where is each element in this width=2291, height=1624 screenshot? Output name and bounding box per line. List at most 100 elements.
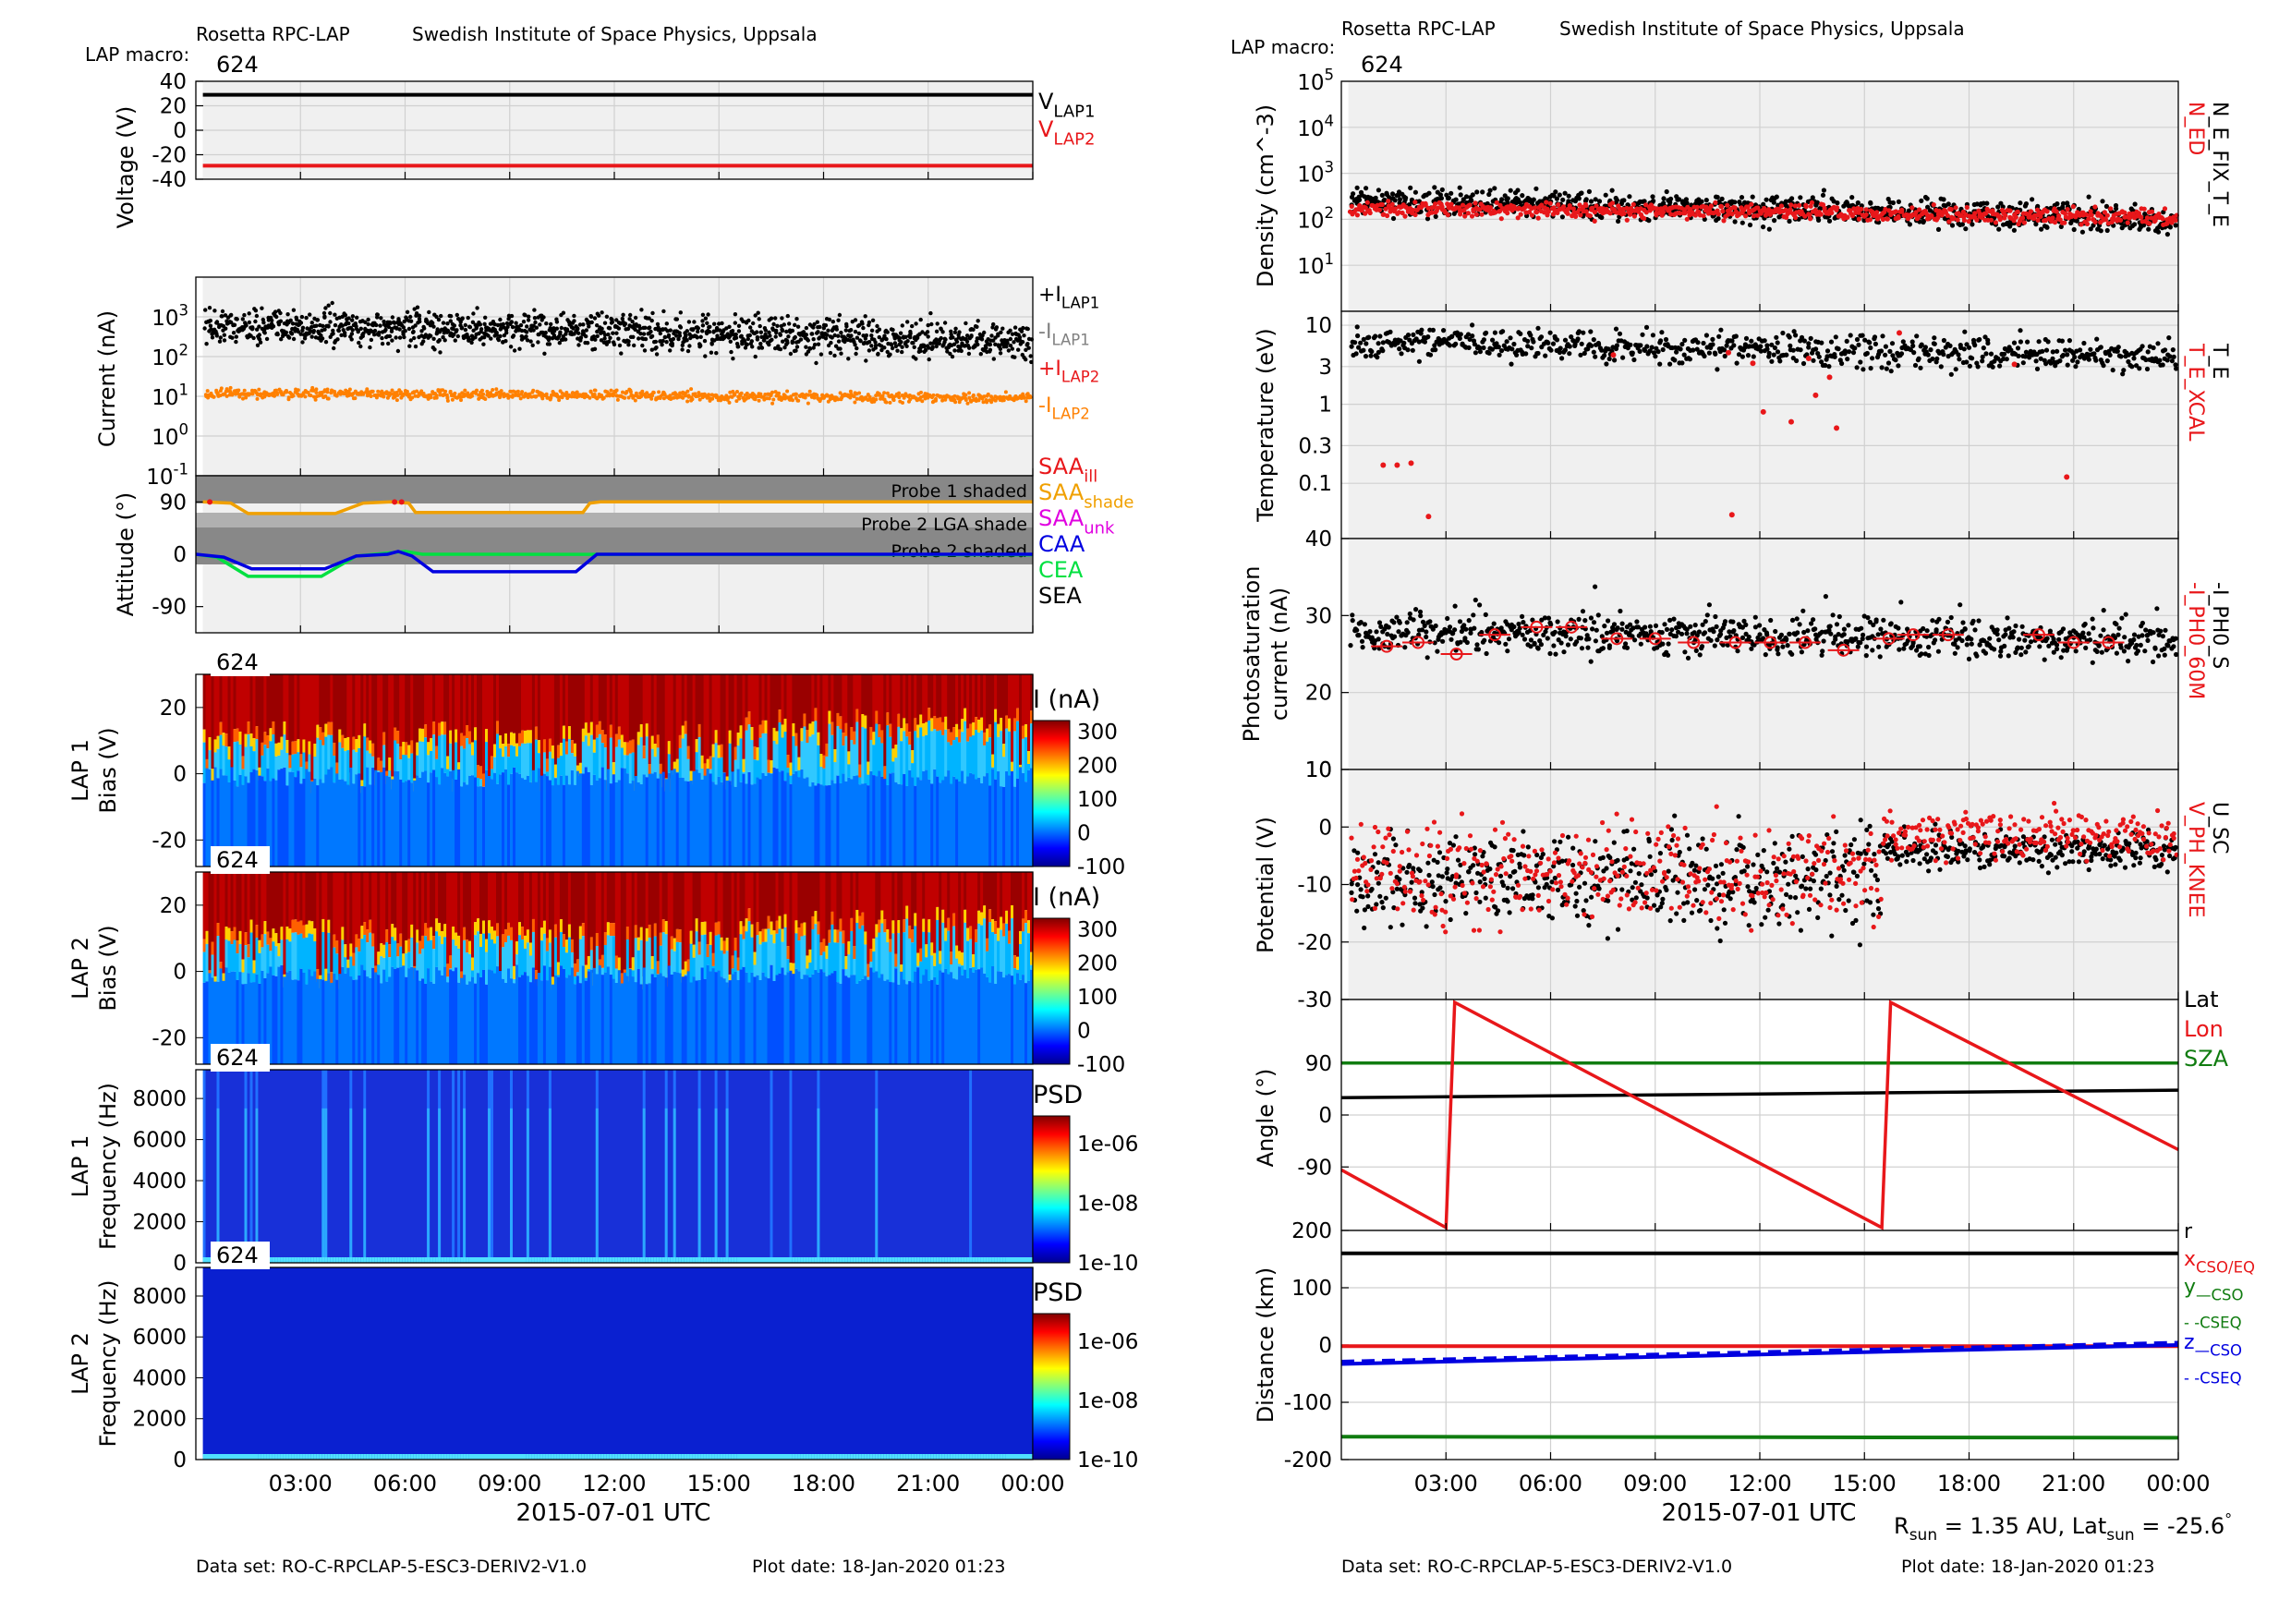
current-ilap1-point: [839, 352, 842, 356]
current-ilap1-point: [835, 327, 839, 331]
lap1-sweep-ylabel1: Bias (V): [95, 727, 121, 813]
current-ilap1-point: [873, 340, 877, 344]
current-ilap1-point: [729, 340, 733, 344]
current-ilap1-point: [914, 357, 917, 360]
current-ilap1-point: [767, 331, 770, 334]
current-ilap1-point: [697, 326, 700, 330]
current-ilap1-point: [212, 309, 216, 312]
current-ilap1-point: [544, 321, 548, 325]
current-ilap1-point: [650, 311, 654, 315]
current-ilap1-point: [899, 340, 903, 344]
current-ilap1-point: [303, 336, 307, 340]
current-ilap1-point: [836, 334, 840, 338]
current-ilap1-point: [826, 329, 830, 333]
current-ytick-label-base: 10: [152, 426, 178, 450]
current-ilap1-point: [408, 315, 412, 319]
current-ilap2-point: [889, 401, 892, 405]
attitude-shade-label-1: Probe 2 LGA shade: [861, 515, 1027, 535]
current-ilap1-point: [1018, 335, 1022, 339]
current-ilap1-point: [864, 358, 867, 362]
current-ilap2-point: [689, 387, 693, 391]
current-ilap1-point: [1025, 342, 1029, 345]
attitude-legend-4-main: CEA: [1038, 557, 1084, 583]
current-legend-0-main: +I: [1038, 284, 1061, 307]
current-ilap1-point: [259, 341, 262, 345]
current-ilap1-point: [760, 345, 764, 349]
current-ilap1-point: [438, 350, 442, 354]
current-ilap1-point: [786, 314, 790, 318]
current-ilap1-point: [414, 345, 418, 348]
current-ilap1-point: [709, 351, 713, 355]
current-ilap1-point: [350, 337, 354, 341]
current-ilap1-point: [938, 342, 941, 345]
current-ilap1-point: [377, 331, 381, 334]
current-ilap1-point: [1016, 348, 1020, 352]
current-ilap1-point: [510, 314, 514, 318]
current-ilap2-point: [610, 389, 613, 393]
current-ilap1-point: [746, 337, 750, 341]
current-ytick-label-exp: 1: [178, 382, 188, 399]
current-ilap1-point: [509, 345, 513, 348]
current-ilap1-point: [292, 337, 296, 341]
current-ilap2-point: [445, 394, 449, 397]
current-ilap1-point: [805, 326, 808, 330]
current-ilap1-point: [412, 336, 416, 340]
current-ilap1-point: [326, 324, 330, 328]
current-ilap1-point: [366, 318, 370, 321]
current-ilap1-point: [527, 318, 530, 321]
current-ilap1-point: [367, 322, 370, 326]
current-ilap2-point: [309, 394, 313, 397]
current-ilap1-point: [648, 325, 651, 329]
current-ilap1-point: [221, 309, 224, 313]
current-ilap2-point: [236, 389, 240, 393]
current-ilap1-point: [915, 336, 919, 340]
current-ilap1-point: [876, 352, 879, 356]
current-ytick-label-exp: 0: [178, 421, 188, 439]
attitude-shade-label-2: Probe 2 shaded: [891, 541, 1027, 562]
current-ilap1-point: [663, 335, 667, 339]
current-ilap1-point: [439, 314, 442, 318]
current-ilap2-point: [808, 390, 812, 394]
current-ilap1-point: [460, 326, 464, 330]
current-ilap1-point: [380, 336, 383, 340]
current-ilap2-point: [243, 389, 247, 393]
current-ilap1-point: [438, 338, 442, 342]
current-ilap1-point: [454, 338, 457, 342]
current-ilap2-point: [291, 394, 295, 397]
current-ilap1-point: [660, 343, 663, 346]
current-ilap1-point: [600, 310, 603, 314]
current-ilap1-point: [482, 322, 486, 326]
current-ilap1-point: [967, 346, 971, 350]
current-ilap2-point: [659, 396, 662, 400]
current-ilap1-point: [1021, 340, 1024, 344]
current-ilap1-point: [464, 323, 467, 327]
current-ilap1-point: [829, 351, 832, 355]
current-ilap1-point: [209, 319, 212, 322]
current-ytick-label: 102: [152, 342, 188, 370]
current-ilap1-point: [988, 349, 991, 353]
current-ilap1-point: [734, 333, 738, 336]
current-ilap1-point: [929, 322, 933, 326]
current-ilap1-point: [517, 347, 521, 351]
current-ilap2-point: [853, 401, 856, 405]
current-ilap1-point: [407, 327, 411, 331]
current-ilap1-point: [849, 333, 853, 337]
current-ilap1-point: [780, 316, 783, 320]
current-ilap1-point: [589, 315, 593, 319]
lap1-sweep-macro-label: 624: [216, 649, 259, 675]
current-ilap1-point: [759, 331, 763, 334]
current-ilap1-point: [750, 345, 754, 348]
current-ilap1-point: [640, 344, 644, 347]
current-ilap1-point: [733, 321, 737, 324]
current-ilap1-point: [824, 323, 828, 327]
current-ilap1-point: [211, 335, 214, 339]
current-ilap1-point: [608, 336, 612, 340]
current-ilap2-point: [314, 398, 318, 402]
current-legend-2-main: +I: [1038, 358, 1061, 381]
current-ilap1-point: [736, 345, 740, 348]
current-ilap1-point: [358, 345, 362, 348]
current-ilap1-point: [549, 322, 552, 326]
current-ilap2-point: [745, 392, 749, 395]
current-ilap1-point: [287, 335, 291, 339]
